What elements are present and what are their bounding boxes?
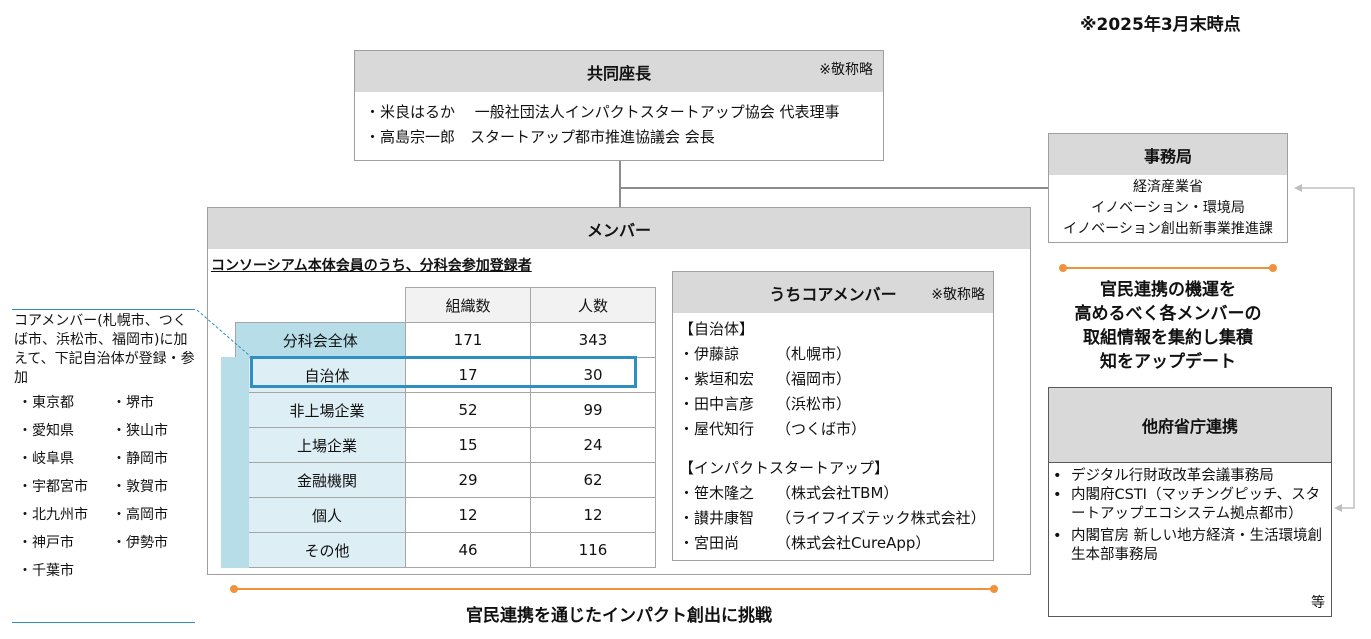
connector-vertical: [619, 161, 621, 207]
secretariat-line-3: イノベーション創出新事業推進課: [1063, 221, 1273, 237]
secretariat-line-1: 経済産業省: [1133, 179, 1203, 195]
table-row: 分科会全体 171 343: [234, 322, 656, 358]
core-header: うちコアメンバー ※敬称略: [673, 272, 993, 313]
secretariat-box: 事務局 経済産業省 イノベーション・環境局 イノベーション創出新事業推進課: [1048, 133, 1288, 243]
members-table: 組織数 人数 分科会全体 171 343 自治体 17 30 非上場企業 52 …: [221, 287, 656, 568]
cochair-2: 高島宗一郎 スタートアップ都市推進協議会 会長: [365, 125, 873, 150]
side-note-bottom-rule: [12, 622, 195, 623]
core-member: 讃井康智（ライフイズテック株式会社）: [679, 506, 987, 531]
other-ministries-header: 他府省庁連携: [1049, 388, 1331, 463]
cochairs-note: ※敬称略: [819, 62, 873, 78]
members-subtitle: コンソーシアム本体会員のうち、分科会参加登録者: [211, 258, 532, 274]
secretariat-line-2: イノベーション・環境局: [1091, 200, 1245, 216]
core-startup-heading: 【インパクトスタートアップ】: [679, 459, 890, 477]
side-note: コアメンバー(札幌市、つくば市、浜松市、福岡市)に加えて、下記自治体が登録・参加: [14, 312, 196, 388]
secretariat-orange-line: [1059, 264, 1277, 272]
secretariat-caption: 官民連携の機運を 高めるべく各メンバーの 取組情報を集約し集積 知をアップデート: [1074, 280, 1262, 372]
core-member: 屋代知行（つくば市）: [679, 417, 987, 442]
cochairs-box: 共同座長 ※敬称略 米良はるか 一般社団法人インパクトスタートアップ協会 代表理…: [354, 50, 884, 161]
col-header-orgs: 組織数: [405, 287, 531, 323]
side-note-col1: 東京都 愛知県 岐阜県 宇都宮市 北九州市 神戸市 千葉市: [18, 390, 88, 584]
list-item: • デジタル行財政改革会議事務局: [1053, 468, 1274, 484]
pointer-line: [196, 309, 251, 357]
members-box: メンバー: [207, 207, 1031, 575]
members-header: メンバー: [208, 208, 1030, 249]
table-row: その他 46 116: [221, 532, 656, 568]
table-row: 非上場企業 52 99: [221, 392, 656, 428]
side-note-text: コアメンバー(札幌市、つくば市、浜松市、福岡市)に加えて、下記自治体が登録・参加: [14, 313, 195, 386]
cochair-1: 米良はるか 一般社団法人インパクトスタートアップ協会 代表理事: [365, 100, 873, 125]
table-row: 個人 12 12: [221, 497, 656, 533]
core-title: うちコアメンバー: [769, 284, 897, 304]
core-member: 宮田尚（株式会社CureApp）: [679, 531, 987, 556]
secretariat-header: 事務局: [1049, 134, 1287, 175]
cochairs-header: 共同座長 ※敬称略: [355, 51, 883, 92]
table-row: 上場企業 15 24: [221, 427, 656, 463]
municipal-row-highlight: [250, 356, 637, 388]
core-municipal-heading: 【自治体】: [679, 320, 755, 338]
core-member: 笹木隆之（株式会社TBM）: [679, 481, 987, 506]
as-of-date: ※2025年3月末時点: [1080, 15, 1241, 35]
core-member: 伊藤諒（札幌市）: [679, 342, 987, 367]
core-members-box: うちコアメンバー ※敬称略 【自治体】 伊藤諒（札幌市） 紫垣和宏（福岡市） 田…: [672, 271, 994, 561]
link-arrow: [1294, 184, 1355, 512]
list-item: • 内閣府CSTI（マッチングピッチ、スタートアップエコシステム拠点都市）: [1053, 487, 1321, 522]
side-note-col2: 堺市 狭山市 静岡市 敦賀市 高岡市 伊勢市: [112, 390, 168, 556]
side-note-top-rule: [12, 309, 195, 310]
other-ministries-etc: 等: [1311, 595, 1325, 611]
table-row: 金融機関 29 62: [221, 462, 656, 498]
connector-horizontal: [619, 187, 1049, 189]
other-ministries-box: 他府省庁連携 • デジタル行財政改革会議事務局 • 内閣府CSTI（マッチングピッチ…: [1048, 387, 1332, 617]
footer-text: 官民連携を通じたインパクト創出に挑戦: [466, 606, 772, 626]
core-member: 紫垣和宏（福岡市）: [679, 367, 987, 392]
footer-orange-line: [230, 585, 998, 593]
col-header-people: 人数: [530, 287, 656, 323]
core-note: ※敬称略: [931, 287, 985, 303]
cochairs-title: 共同座長: [586, 63, 651, 83]
list-item: • 内閣官房 新しい地方経済・生活環境創生本部事務局: [1053, 528, 1323, 563]
core-member: 田中言彦（浜松市）: [679, 392, 987, 417]
